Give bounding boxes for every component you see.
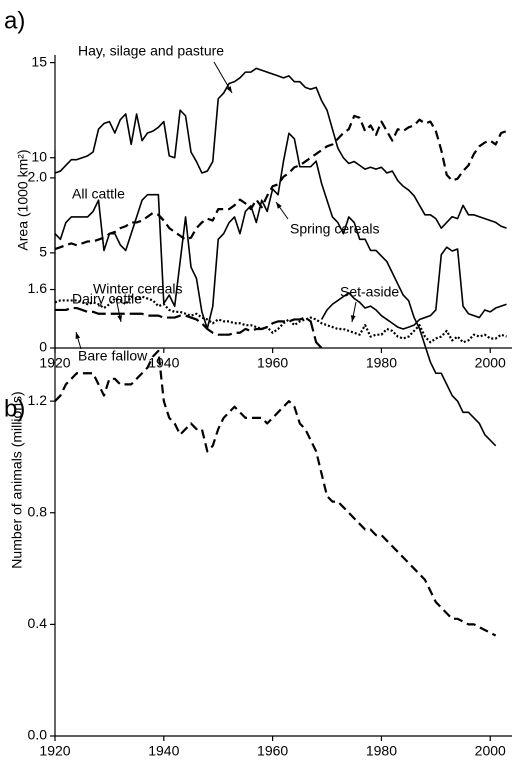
series-label: Bare fallow [78, 348, 148, 364]
panel-label: b) [4, 395, 25, 422]
arrow-head [350, 315, 356, 322]
x-tick-label: 1940 [148, 355, 179, 371]
y-tick-label: 15 [31, 53, 47, 69]
series-label: Set-aside [340, 284, 399, 300]
x-tick-label: 1980 [366, 743, 397, 759]
y-tick-label: 0.0 [28, 727, 48, 743]
x-tick-label: 1920 [39, 743, 70, 759]
series-line [54, 132, 497, 447]
y-axis-title: Number of animals (millions) [9, 391, 25, 568]
panel-label: a) [4, 7, 25, 34]
x-tick-label: 1960 [257, 743, 288, 759]
arrow-head [226, 86, 232, 93]
y-tick-label: 2.0 [28, 169, 48, 185]
panel: b)Number of animals (millions) 0.0 0.4 0.8 1… [4, 132, 512, 759]
series-label: Winter cereals [93, 281, 182, 297]
y-tick-label: 0.4 [28, 615, 48, 631]
arrow-head [276, 202, 282, 209]
series-line [55, 306, 323, 349]
y-tick-label: 10 [31, 148, 47, 164]
series-label: Dairy cattle [72, 291, 142, 307]
series-line [54, 67, 507, 229]
series-line [320, 246, 507, 330]
y-tick-label: 0.8 [28, 503, 48, 519]
x-tick-label: 2000 [475, 743, 506, 759]
y-axis-title: Area (1000 km²) [15, 149, 31, 250]
y-tick-label: 0 [39, 339, 47, 355]
x-tick-label: 1960 [257, 355, 288, 371]
series-line [54, 349, 497, 637]
x-tick-label: 2000 [475, 355, 506, 371]
x-tick-label: 1940 [148, 743, 179, 759]
series-label: All cattle [72, 186, 125, 202]
series-line [54, 295, 507, 344]
arrow-head [75, 332, 81, 339]
y-tick-label: 5 [39, 244, 47, 260]
y-tick-label: 1.2 [28, 392, 48, 408]
y-tick-label: 1.6 [28, 280, 48, 296]
series-label: Hay, silage and pasture [78, 43, 224, 59]
series-label: Spring cereals [290, 221, 380, 237]
x-tick-label: 1980 [366, 355, 397, 371]
arrow-head [117, 315, 123, 322]
